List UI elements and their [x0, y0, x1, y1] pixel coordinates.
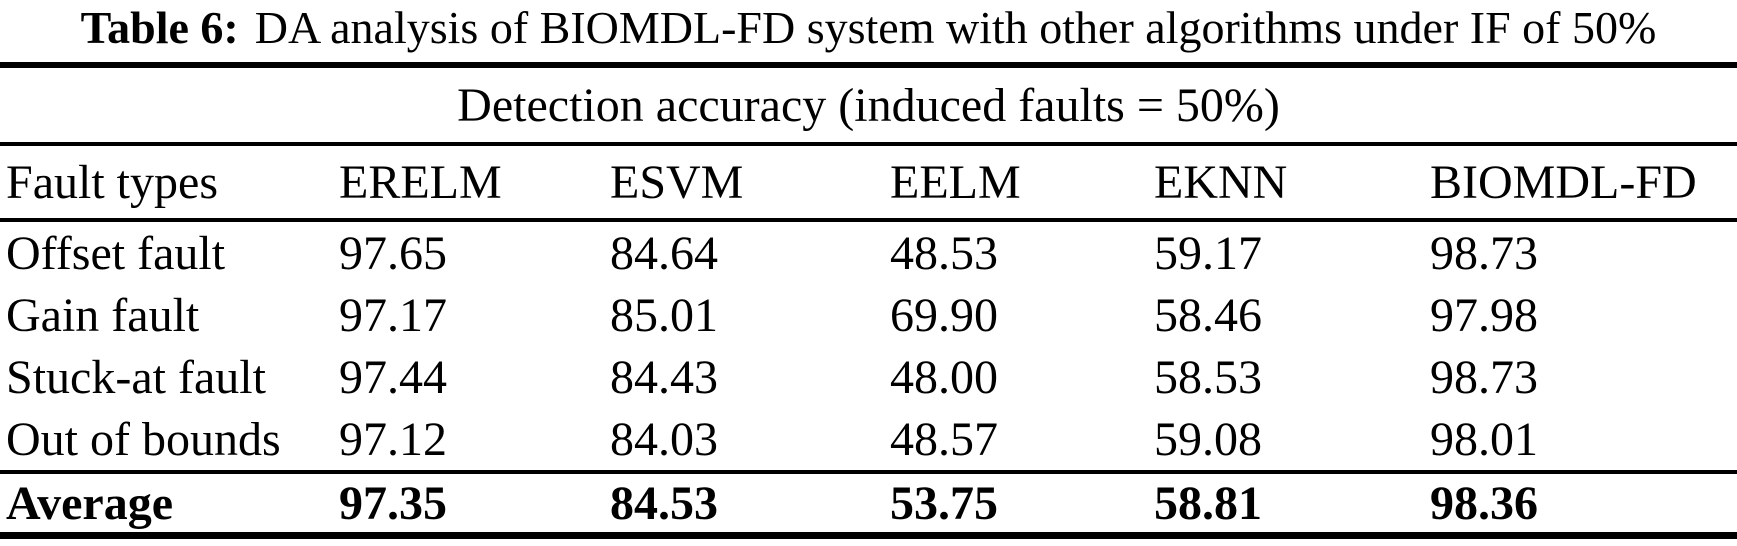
- cell-value: 59.08: [1154, 408, 1430, 474]
- column-header-esvm: ESVM: [610, 144, 890, 222]
- cell-value: 98.73: [1430, 226, 1538, 280]
- row-label: Stuck-at fault: [6, 350, 266, 404]
- cell-value: 97.65: [339, 226, 447, 280]
- row-label: Gain fault: [6, 288, 200, 342]
- row-label: Average: [6, 476, 174, 530]
- cell-value: 48.57: [890, 408, 1154, 474]
- table-caption: Table 6: DA analysis of BIOMDL-FD system …: [0, 0, 1737, 56]
- cell-value: 97.98: [1430, 288, 1538, 342]
- cell-value: 84.03: [610, 408, 890, 474]
- cell-value: 84.53: [610, 476, 718, 530]
- span-header-row: Detection accuracy (induced faults = 50%…: [0, 65, 1737, 146]
- cell-value: 48.53: [890, 226, 998, 280]
- cell-value: 97.17: [339, 288, 447, 342]
- row-label: Offset fault: [6, 226, 226, 280]
- column-header-eknn: EKNN: [1154, 144, 1430, 222]
- table-row-gain-fault: Gain fault 97.17 85.01 69.90 58.46 97.98: [0, 284, 1737, 346]
- cell-value: 48.00: [890, 350, 998, 404]
- column-header-row: Fault types ERELM ESVM EELM EKNN BIOMDL-…: [0, 144, 1737, 222]
- column-header-biomdl-fd: BIOMDL-FD: [1430, 144, 1737, 222]
- caption-label: Table 6:: [80, 2, 239, 53]
- cell-value: 58.53: [1154, 350, 1262, 404]
- cell-value: 97.44: [339, 350, 447, 404]
- results-table: Detection accuracy (induced faults = 50%…: [0, 62, 1737, 539]
- caption-text: DA analysis of BIOMDL-FD system with oth…: [254, 2, 1657, 53]
- cell-value: 98.73: [1430, 350, 1538, 404]
- table-row-stuck-at-fault: Stuck-at fault 97.44 84.43 48.00 58.53 9…: [0, 346, 1737, 408]
- cell-value: 59.17: [1154, 226, 1262, 280]
- cell-value: 97.12: [339, 408, 610, 474]
- cell-value: 98.01: [1430, 408, 1737, 474]
- cell-value: 69.90: [890, 288, 998, 342]
- table-row-out-of-bounds: Out of bounds 97.12 84.03 48.57 59.08 98…: [0, 408, 1737, 474]
- cell-value: 98.36: [1430, 476, 1538, 530]
- cell-value: 58.46: [1154, 288, 1262, 342]
- cell-value: 58.81: [1154, 476, 1262, 530]
- cell-value: 85.01: [610, 288, 718, 342]
- table-row-average: Average 97.35 84.53 53.75 58.81 98.36: [0, 472, 1737, 536]
- cell-value: 53.75: [890, 476, 998, 530]
- column-header-erelm: ERELM: [339, 144, 610, 222]
- table-row-offset-fault: Offset fault 97.65 84.64 48.53 59.17 98.…: [0, 220, 1737, 284]
- column-header-fault-types: Fault types: [0, 144, 339, 222]
- table-span-header: Detection accuracy (induced faults = 50%…: [0, 65, 1737, 146]
- cell-value: 84.64: [610, 226, 718, 280]
- cell-value: 97.35: [339, 476, 447, 530]
- column-header-eelm: EELM: [890, 144, 1154, 222]
- row-label: Out of bounds: [0, 408, 339, 474]
- cell-value: 84.43: [610, 350, 718, 404]
